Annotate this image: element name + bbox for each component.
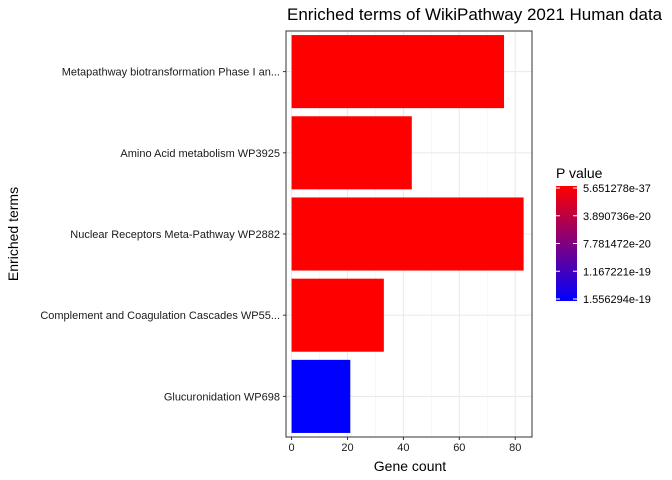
y-axis-title: Enriched terms <box>5 187 21 281</box>
bar <box>291 116 412 190</box>
plot-panel <box>285 30 533 438</box>
legend-label: 3.890736e-20 <box>583 211 651 223</box>
legend-label: 7.781472e-20 <box>583 239 651 251</box>
y-tick-label: Glucuronidation WP698 <box>164 391 280 403</box>
x-axis-title: Gene count <box>374 458 446 474</box>
x-tick-label: 40 <box>397 442 409 454</box>
p-value-legend: P value 5.651278e-37 3.890736e-20 7.781472… <box>556 165 651 306</box>
x-tick-label: 60 <box>453 442 465 454</box>
legend-label: 1.556294e-19 <box>583 294 651 306</box>
legend-title: P value <box>556 165 603 181</box>
y-tick-labels: Metapathway biotransformation Phase I an… <box>40 67 286 403</box>
bar <box>291 197 524 271</box>
legend-ticks: 5.651278e-37 3.890736e-20 7.781472e-20 1.16… <box>556 183 651 306</box>
bar <box>291 35 505 109</box>
bar <box>291 278 384 352</box>
y-tick-label: Complement and Coagulation Cascades WP55… <box>40 310 280 322</box>
legend-label: 1.167221e-19 <box>583 266 651 278</box>
x-tick-label: 0 <box>289 442 295 454</box>
bar <box>291 359 351 433</box>
legend-colorbar <box>556 186 577 301</box>
chart-title: Enriched terms of WikiPathway 2021 Human… <box>287 5 663 24</box>
x-tick-label: 20 <box>341 442 353 454</box>
bars <box>291 35 524 433</box>
legend-label: 5.651278e-37 <box>583 183 651 195</box>
y-tick-label: Metapathway biotransformation Phase I an… <box>62 67 280 79</box>
y-tick-label: Amino Acid metabolism WP3925 <box>120 148 280 160</box>
x-ticks: 0 20 40 60 80 <box>289 437 521 454</box>
x-tick-label: 80 <box>509 442 521 454</box>
y-tick-label: Nuclear Receptors Meta-Pathway WP2882 <box>70 229 280 241</box>
